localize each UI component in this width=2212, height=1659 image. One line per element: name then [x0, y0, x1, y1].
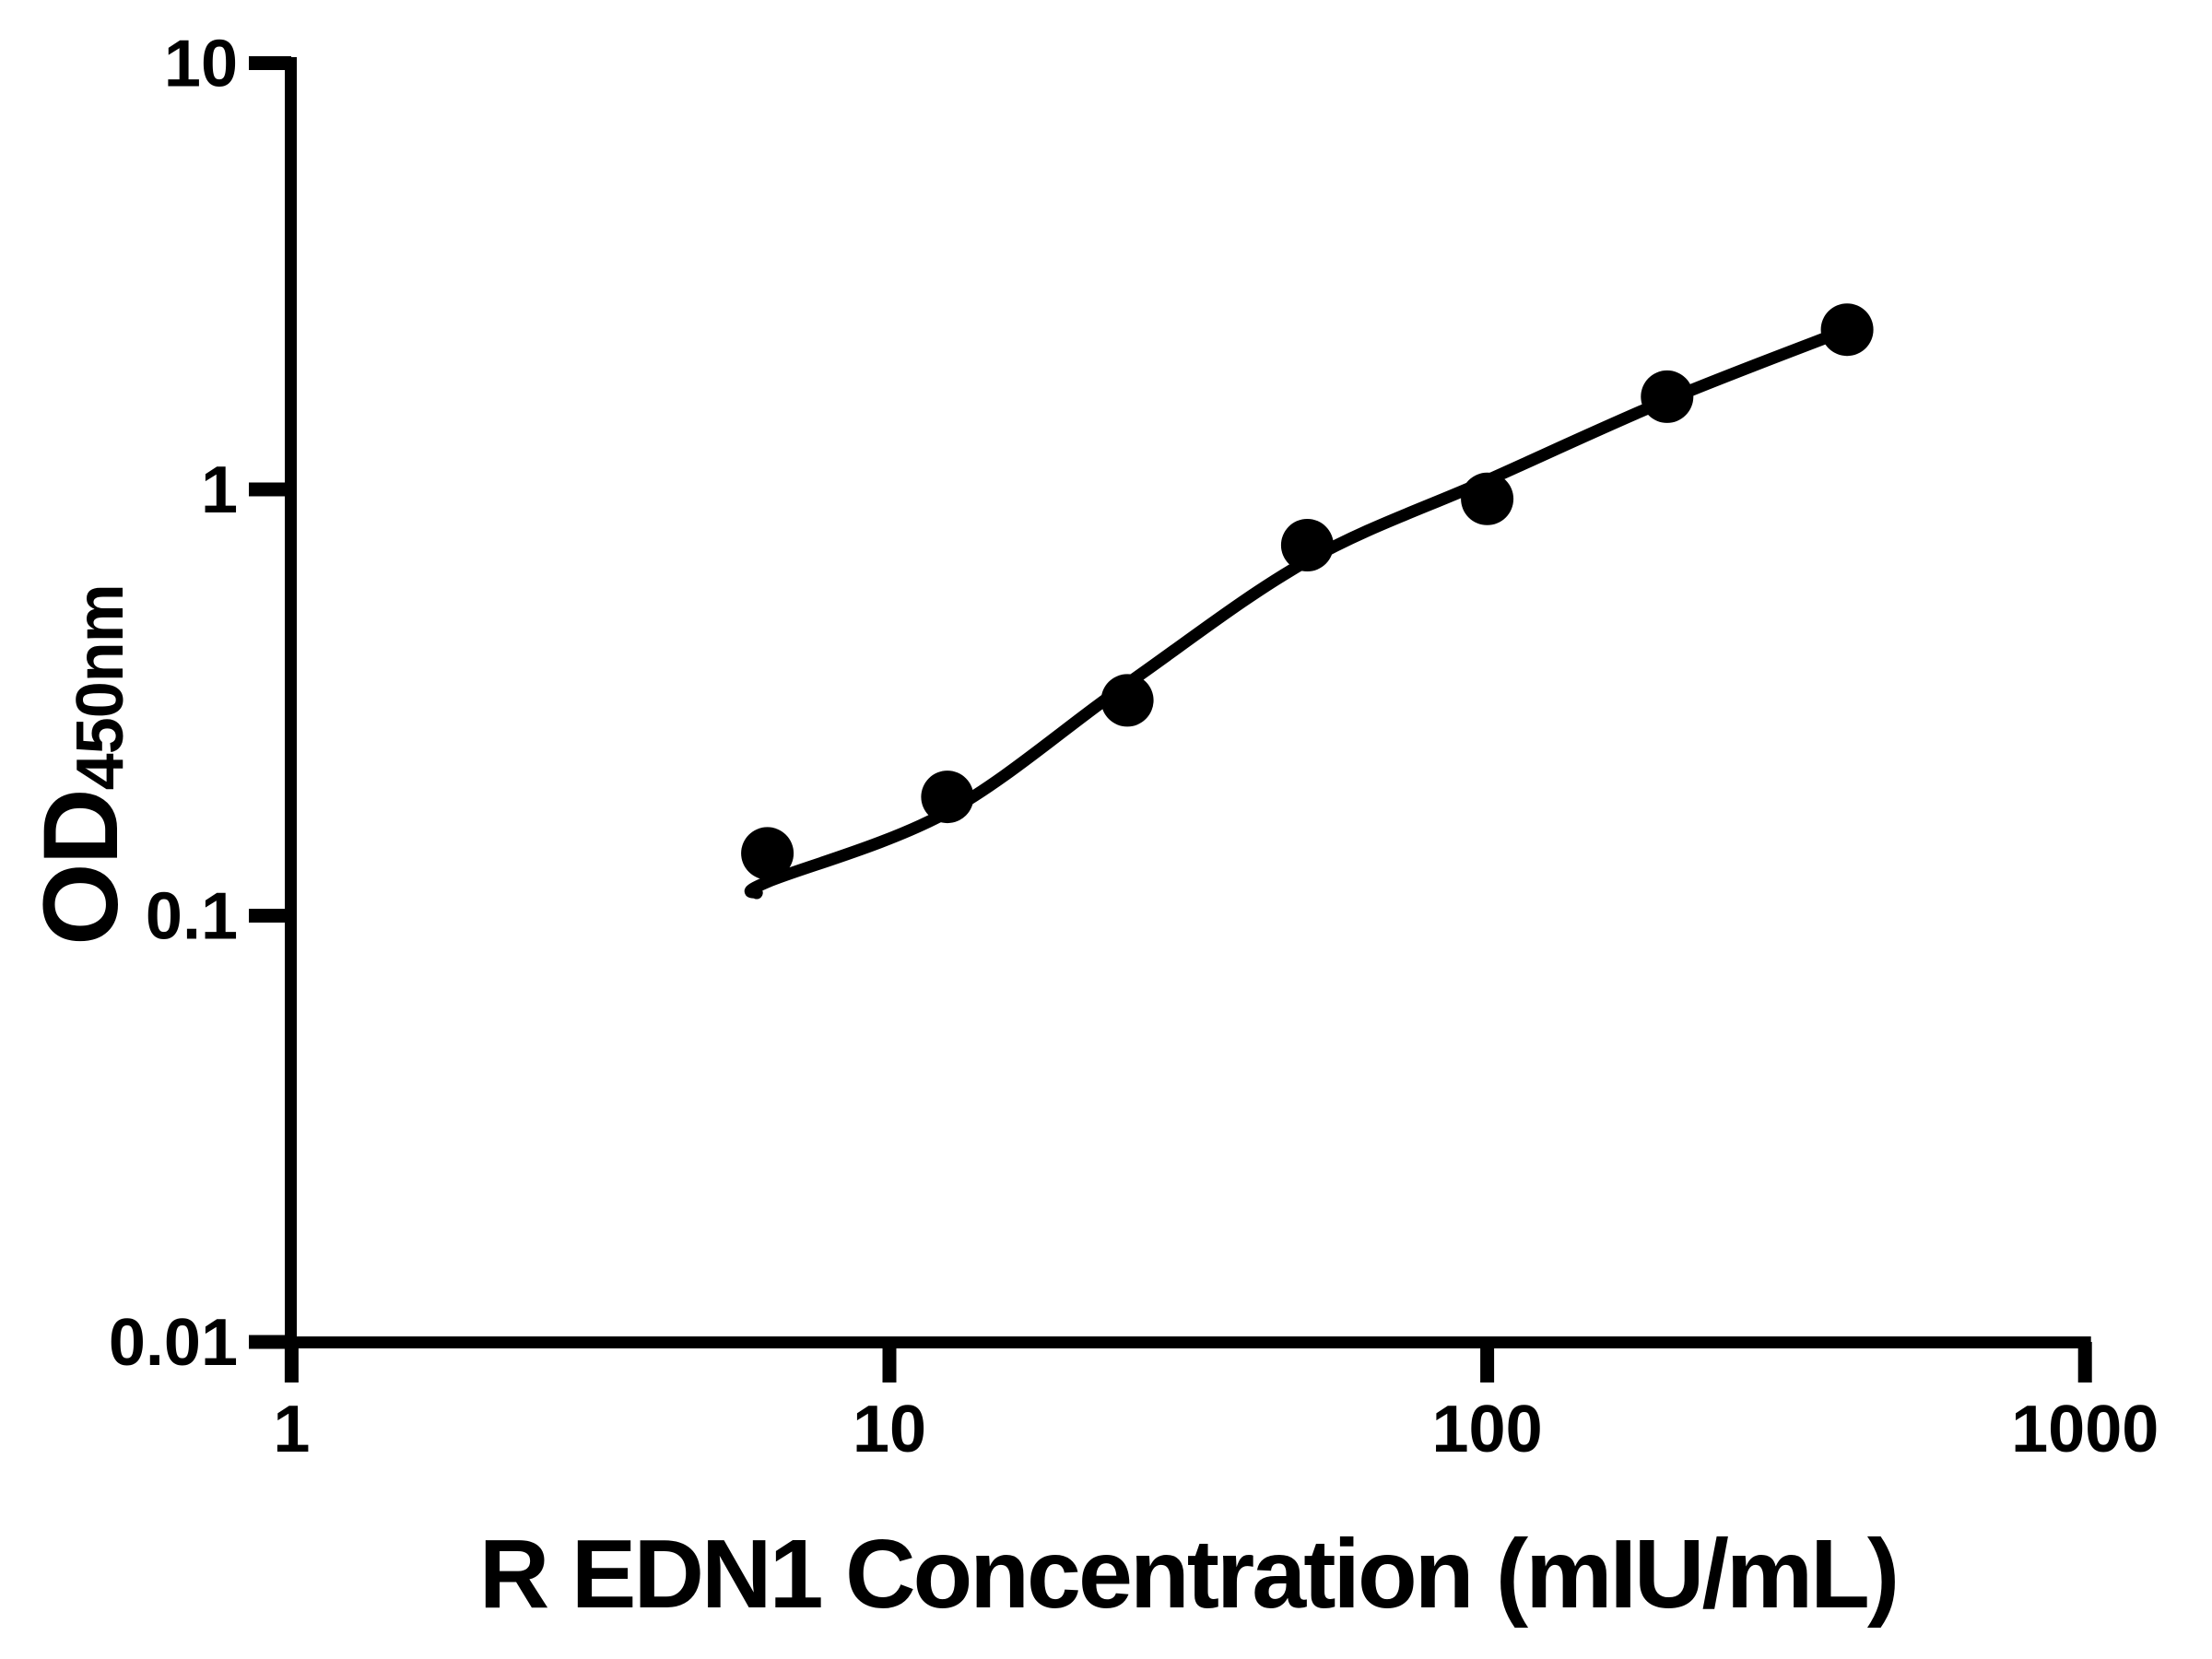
x-tick-label: 10: [853, 1393, 926, 1466]
x-tick-label: 1000: [2011, 1393, 2159, 1466]
y-axis-title-subscript: 450nm: [64, 584, 137, 791]
data-point: [1100, 674, 1154, 727]
y-axis-title-main: OD: [22, 790, 140, 946]
x-axis-title: R EDN1 Concentration (mIU/mL): [478, 1520, 1900, 1629]
y-tick-label: 0.01: [109, 1306, 238, 1380]
data-point: [1641, 370, 1694, 423]
data-point: [741, 827, 794, 880]
data-point: [1280, 519, 1334, 571]
y-axis-title: OD450nm: [20, 584, 142, 946]
data-point: [921, 771, 974, 824]
x-tick-label: 1: [273, 1393, 310, 1466]
y-tick-label: 10: [164, 28, 238, 101]
y-tick-label: 1: [201, 453, 238, 527]
data-point: [1820, 303, 1874, 357]
y-tick-label: 0.1: [146, 880, 238, 954]
data-point: [1461, 472, 1514, 525]
x-tick-label: 100: [1432, 1393, 1543, 1466]
